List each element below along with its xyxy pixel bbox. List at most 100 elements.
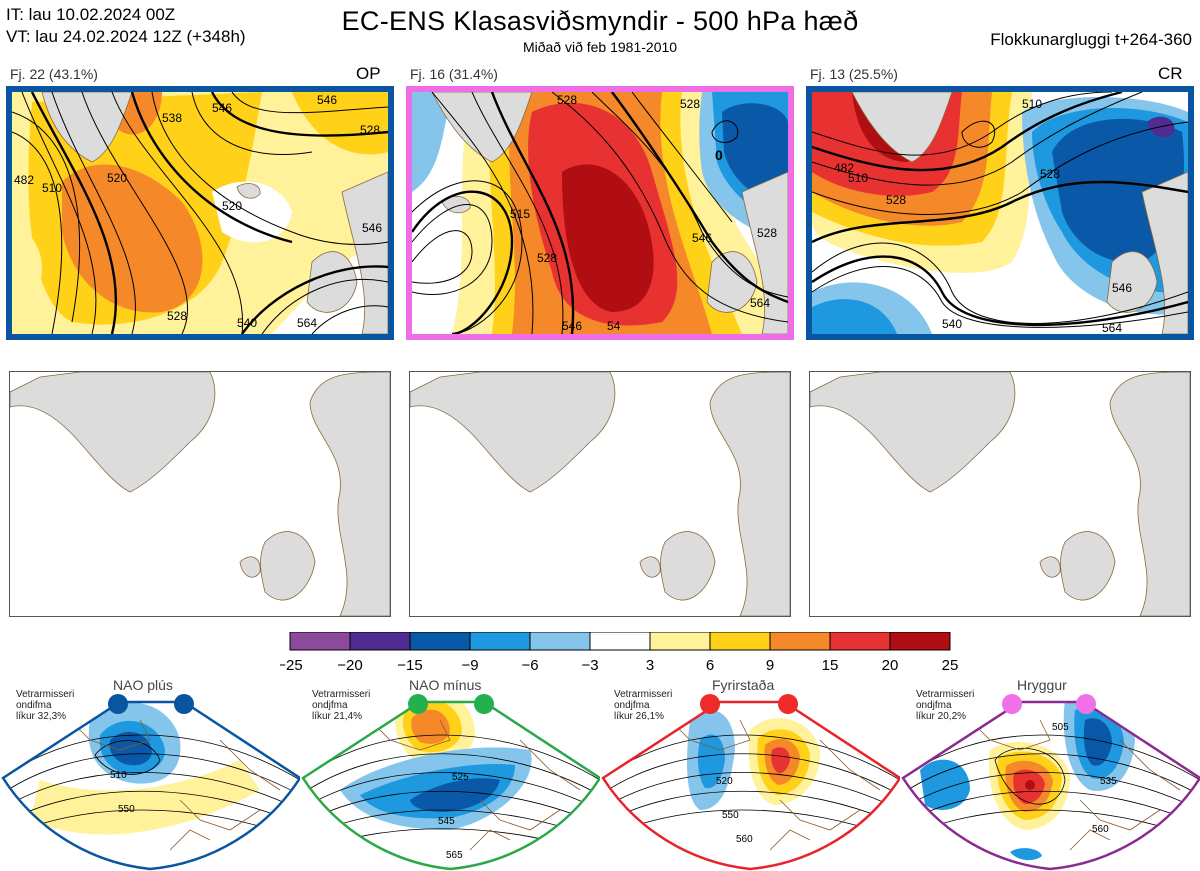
colorbar-swatch [469, 631, 531, 651]
regime-probability: líkur 32,3% [16, 711, 67, 722]
colorbar-tick-label: 3 [646, 657, 654, 674]
contour-label: 565 [446, 850, 463, 861]
contour-label: 540 [237, 316, 257, 330]
regime-probability: líkur 20,2% [916, 711, 967, 722]
contour-label: 560 [736, 834, 753, 845]
contour-label: 510 [42, 181, 62, 195]
colorbar-tick-label: 20 [882, 657, 899, 674]
cluster-3-label: Fj. 13 (25.5%) [810, 66, 898, 82]
regime-title: NAO plús [113, 677, 173, 693]
regime-ridge: 505 535 560 Vetrarmisseri ondjfma líkur … [900, 677, 1200, 871]
contour-label: 510 [1022, 97, 1042, 111]
contour-label: 0 [715, 147, 723, 163]
colorbar-swatch [409, 631, 471, 651]
regime-note: ondjfma [916, 700, 952, 711]
contour-label: 550 [722, 810, 739, 821]
cluster-1-map: 482 510 520 538 546 520 546 528 546 564 … [6, 86, 394, 340]
contour-label: 528 [167, 309, 187, 323]
regime-note: ondjfma [312, 700, 348, 711]
colorbar-tick-label: −15 [397, 657, 422, 674]
contour-label: 564 [750, 296, 770, 310]
contour-label: 528 [360, 123, 380, 137]
contour-label: 510 [848, 171, 868, 185]
contour-label: 528 [1040, 167, 1060, 181]
colorbar-tick-label: −25 [280, 657, 303, 674]
regime-probability: líkur 21,4% [312, 711, 363, 722]
colorbar-swatch [709, 631, 771, 651]
contour-label: 564 [297, 316, 317, 330]
colorbar-swatch [769, 631, 831, 651]
blank-map-3 [809, 371, 1191, 617]
contour-label: 482 [14, 173, 34, 187]
regime-nao-plus: 510 550 Vetrarmisseri ondifma líkur 32,3… [0, 677, 300, 871]
contour-label: 535 [1100, 776, 1117, 787]
colorbar-tick-label: 9 [766, 657, 774, 674]
regime-title: NAO mínus [409, 677, 482, 693]
contour-label: 528 [537, 251, 557, 265]
initial-time: IT: lau 10.02.2024 00Z [6, 5, 176, 24]
contour-label: 550 [118, 804, 135, 815]
page-subtitle: Miðað við feb 1981-2010 [522, 39, 678, 55]
contour-label: 545 [438, 816, 455, 827]
colorbar-swatch [289, 631, 351, 651]
colorbar-tick-label: −20 [337, 657, 362, 674]
colorbar-swatch [529, 631, 591, 651]
contour-label: 564 [1102, 321, 1122, 334]
contour-label: 515 [510, 207, 530, 221]
contour-label: 540 [942, 317, 962, 331]
cluster-1-tag: OP [356, 64, 381, 83]
colorbar-tick-label: 15 [822, 657, 839, 674]
contour-label: 520 [222, 199, 242, 213]
contour-label: 560 [1092, 824, 1109, 835]
contour-label: 528 [557, 93, 577, 107]
contour-label: 546 [692, 231, 712, 245]
cluster-1-label: Fj. 22 (43.1%) [10, 66, 98, 82]
anomaly-colorbar: −25 −20 −15 −9 −6 −3 3 6 9 15 20 25 [277, 631, 960, 679]
page-title: EC-ENS Klasasviðsmyndir - 500 hPa hæð [341, 6, 859, 36]
contour-label: 505 [1052, 722, 1069, 733]
contour-label: 520 [107, 171, 127, 185]
regime-note: Vetrarmisseri [312, 689, 371, 700]
colorbar-tick-label: −9 [461, 657, 478, 674]
colorbar-swatch [649, 631, 711, 651]
contour-label: 546 [362, 221, 382, 235]
regime-probability: líkur 26,1% [614, 711, 665, 722]
colorbar-swatch [829, 631, 891, 651]
contour-label: 546 [317, 93, 337, 107]
colorbar-tick-label: −3 [581, 657, 598, 674]
colorbar-svg: −25 −20 −15 −9 −6 −3 3 6 9 15 20 25 [277, 631, 959, 674]
cluster-2-map: 528 528 0 515 528 546 528 546 564 54 [406, 86, 794, 340]
contour-label: 54 [607, 319, 621, 333]
blank-map-1 [9, 371, 391, 617]
contour-label: 528 [680, 97, 700, 111]
regime-note: Vetrarmisseri [16, 689, 75, 700]
cluster-3-map: 510 482 510 528 528 546 540 564 [806, 86, 1194, 340]
blank-map-2 [409, 371, 791, 617]
cluster-2-label: Fj. 16 (31.4%) [410, 66, 498, 82]
regime-nao-minus: 525 545 565 Vetrarmisseri ondjfma líkur … [300, 677, 600, 871]
contour-label: 525 [452, 772, 469, 783]
run-info: IT: lau 10.02.2024 00Z VT: lau 24.02.202… [6, 4, 246, 48]
classification-window: Flokkunargluggi t+264-360 [990, 30, 1192, 49]
contour-label: 546 [562, 319, 582, 333]
contour-label: 510 [110, 770, 127, 781]
contour-label: 482 [834, 161, 854, 175]
regime-note: ondjfma [614, 700, 650, 711]
regime-blocking: 520 550 560 Vetrarmisseri ondjfma líkur … [600, 677, 900, 871]
contour-label: 546 [212, 101, 232, 115]
colorbar-tick-label: 25 [942, 657, 959, 674]
contour-label: 520 [716, 776, 733, 787]
cluster-3-tag: CR [1158, 64, 1183, 83]
contour-label: 538 [162, 111, 182, 125]
colorbar-swatch [349, 631, 411, 651]
colorbar-tick-label: 6 [706, 657, 714, 674]
colorbar-swatch [889, 631, 951, 651]
contour-label: 546 [1112, 281, 1132, 295]
regime-note: Vetrarmisseri [916, 689, 975, 700]
regime-note: Vetrarmisseri [614, 689, 673, 700]
colorbar-swatch [589, 631, 651, 651]
regime-title: Fyrirstaða [712, 677, 775, 693]
regime-note: ondifma [16, 700, 52, 711]
colorbar-tick-label: −6 [521, 657, 538, 674]
contour-label: 528 [757, 226, 777, 240]
